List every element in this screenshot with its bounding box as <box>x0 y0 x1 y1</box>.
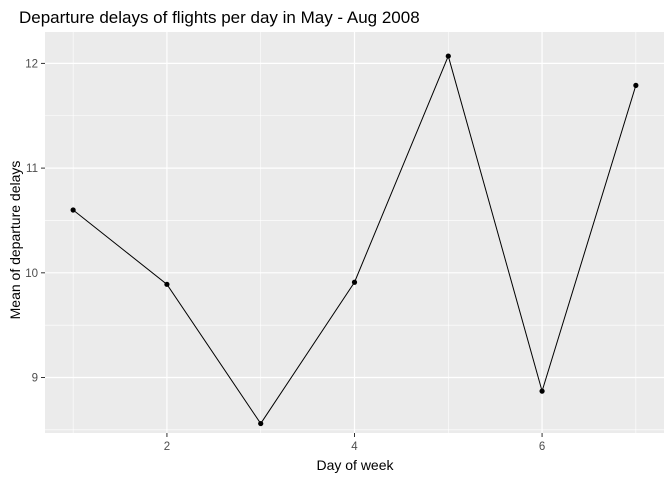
data-point <box>539 388 545 394</box>
y-axis-title: Mean of departure delays <box>7 161 23 320</box>
data-point <box>351 279 358 285</box>
y-tick-label: 9 <box>32 373 38 385</box>
data-point <box>258 420 264 427</box>
x-axis-title: Day of week <box>316 457 394 473</box>
x-tick-label: 6 <box>539 441 545 453</box>
data-point <box>445 53 451 59</box>
x-tick-label: 4 <box>351 441 358 453</box>
x-axis: 2 4 6 <box>164 433 545 453</box>
data-point <box>164 281 170 287</box>
points-layer <box>70 53 639 427</box>
y-tick-label: 11 <box>26 163 38 175</box>
x-tick-label: 2 <box>164 441 170 453</box>
chart-title: Departure delays of flights per day in M… <box>19 8 420 27</box>
y-tick-label: 12 <box>25 58 38 70</box>
data-point <box>633 82 639 88</box>
y-tick-label: 10 <box>25 268 38 280</box>
data-point <box>70 207 76 213</box>
major-gridlines <box>45 32 664 433</box>
y-axis: 9 10 11 12 <box>25 58 45 385</box>
